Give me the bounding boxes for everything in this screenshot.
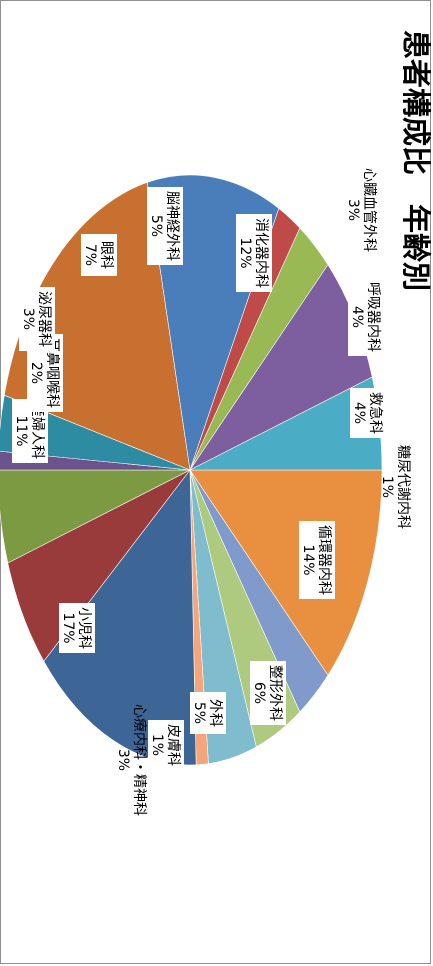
slice-label-value: 3% — [115, 749, 131, 771]
slice-label-box — [148, 720, 184, 770]
slice-label-value: 11% — [13, 415, 29, 446]
slice-label-box — [147, 187, 183, 265]
slice-label-box — [27, 334, 63, 412]
slice-label-box — [59, 603, 95, 653]
slice-label-value: 1% — [379, 476, 395, 498]
slice-label-name: 救急科 — [367, 392, 383, 434]
slice-label-box — [19, 287, 55, 351]
slice-label: 外科5% — [190, 692, 226, 734]
slice-label-box — [350, 388, 386, 438]
slice-label-name: 眼科 — [98, 241, 114, 269]
slice-label-name: 脳神経外科 — [164, 191, 180, 261]
slice-label-value: 3% — [345, 199, 361, 221]
slice-label-box — [236, 214, 272, 292]
slice-label-name: 産婦人科 — [29, 403, 46, 459]
slice-label-name: 皮膚科 — [165, 724, 181, 766]
slice-label-name: 心臓血管外科 — [361, 168, 377, 252]
slice-label-value: 1% — [149, 734, 165, 756]
slice-label-box — [81, 234, 117, 276]
slice-label-name: 泌尿器科 — [36, 291, 52, 347]
slice-label-name: 外科 — [207, 699, 223, 727]
slice-label-value: 6% — [251, 682, 267, 704]
slice-label-value: 4% — [349, 306, 365, 328]
slice-label: 眼科7% — [81, 234, 117, 276]
slice-label-box — [250, 661, 286, 725]
pie-slice — [0, 469, 191, 564]
slice-label-value: 3% — [20, 308, 36, 330]
slice-labels: 消化器内科12%心臓血管外科3%呼吸器内科4%救急科4%糖尿代謝内科1%循環器内… — [12, 168, 411, 816]
slice-label-name: 消化器内科 — [253, 218, 269, 288]
slice-label-value: 2% — [28, 362, 44, 384]
slice-label-box — [348, 278, 384, 356]
slice-label-value: 4% — [351, 402, 367, 424]
slice-label-name: 糖尿代謝内科 — [395, 445, 411, 529]
pie-slices — [0, 174, 383, 766]
slice-label-value: 5% — [191, 702, 207, 724]
slice-label-box — [12, 399, 48, 463]
slice-label-box — [190, 692, 226, 734]
slice-label-name: 耳鼻咽喉科 — [44, 338, 61, 408]
slice-label-name: 循環器内科 — [316, 525, 332, 595]
slice-label-name: 呼吸器内科 — [365, 282, 381, 352]
slice-label-name: 心療内科・精神科 — [131, 704, 148, 816]
slice-label-value: 5% — [148, 215, 164, 237]
slice-label-value: 14% — [300, 544, 316, 575]
slice-label-value: 17% — [60, 612, 76, 643]
slice-label-name: 整形外科 — [267, 665, 283, 721]
slice-label-name: 小児科 — [76, 607, 92, 649]
slice-label-box — [299, 521, 335, 599]
slice-label-value: 12% — [237, 237, 253, 268]
chart-title: 患者構成比 年齢別 — [399, 30, 433, 291]
slice-label-value: 7% — [82, 244, 98, 266]
